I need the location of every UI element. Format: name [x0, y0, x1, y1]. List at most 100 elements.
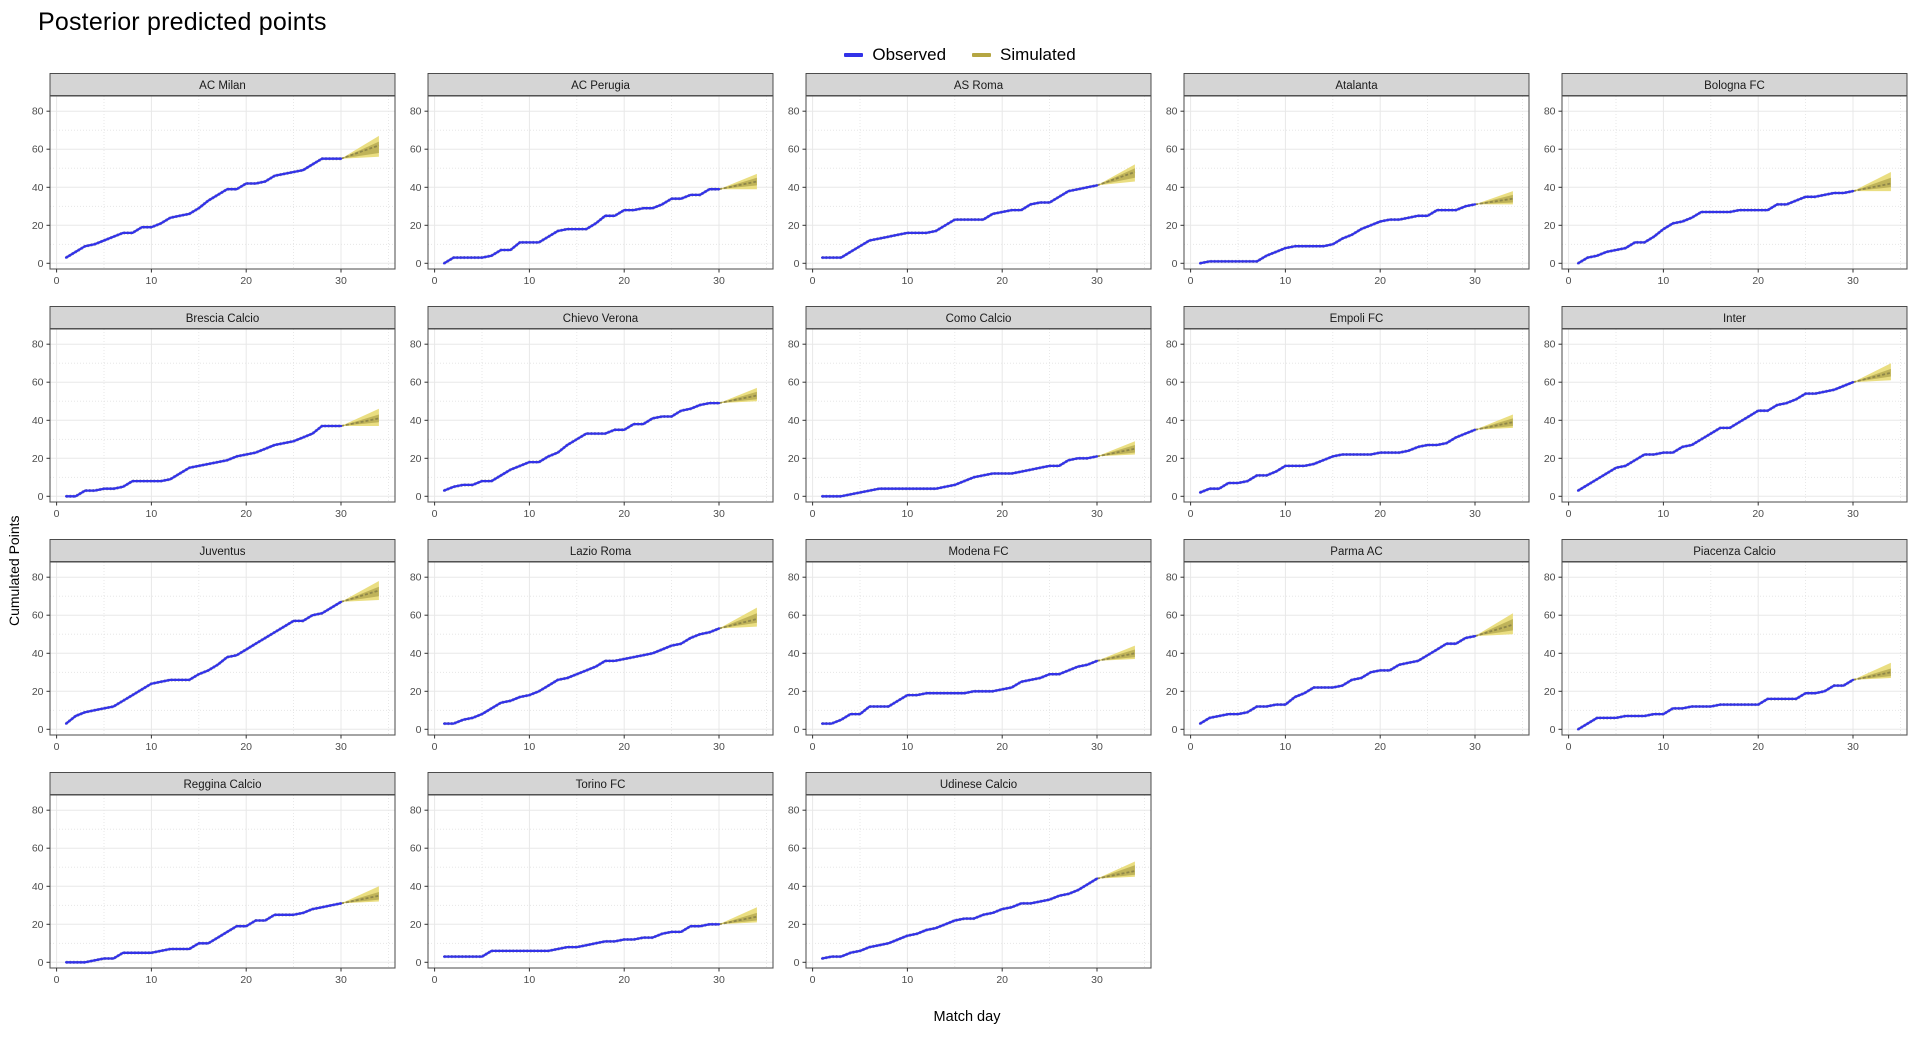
y-tick-label: 20: [32, 919, 44, 931]
simulated-median-line: [1474, 421, 1514, 431]
x-tick-label: 20: [996, 741, 1008, 753]
facet-torino-fc: Torino FC 0 20 40 60 80 0 10 20 30: [400, 772, 778, 1005]
panel-background: [1184, 562, 1529, 735]
legend: Observed Simulated: [0, 39, 1920, 71]
y-tick-label: 60: [1166, 377, 1178, 389]
panel-background: [1184, 96, 1529, 269]
y-tick-label: 20: [788, 686, 800, 698]
y-tick-label: 80: [1544, 106, 1556, 118]
x-tick-label: 10: [902, 275, 914, 287]
y-tick-label: 80: [788, 805, 800, 817]
observed-line: [1198, 428, 1477, 494]
facet-strip-label: Modena FC: [948, 546, 1008, 558]
x-tick-label: 20: [996, 275, 1008, 287]
panel-background: [50, 795, 395, 968]
x-tick-label: 20: [1752, 275, 1764, 287]
facet-plot: AC Perugia 0 20 40 60 80 0 10 20 30: [410, 73, 774, 287]
y-tick-label: 60: [788, 610, 800, 622]
x-tick-label: 0: [810, 508, 816, 520]
facet-ac-milan: AC Milan 0 20 40 60 80 0 10 20 30: [22, 73, 400, 306]
y-tick-label: 40: [410, 415, 422, 427]
x-tick-label: 0: [810, 741, 816, 753]
x-tick-label: 10: [524, 275, 536, 287]
x-tick-label: 10: [1280, 508, 1292, 520]
panel-background: [428, 96, 773, 269]
x-tick-label: 0: [1188, 508, 1194, 520]
observed-line: [442, 401, 721, 492]
y-tick-label: 60: [410, 144, 422, 156]
simulated-line-swatch-icon: [972, 53, 992, 57]
facet-strip-label: Torino FC: [576, 779, 626, 791]
facet-modena-fc: Modena FC 0 20 40 60 80 0 10 20 30: [778, 539, 1156, 772]
x-tick-label: 30: [1469, 275, 1481, 287]
y-tick-label: 40: [788, 182, 800, 194]
y-tick-label: 60: [410, 610, 422, 622]
panel-border: [1561, 561, 1908, 736]
observed-line: [442, 188, 721, 265]
legend-item-observed: Observed: [844, 45, 946, 65]
simulated-median-line: [1852, 671, 1892, 681]
facet-plot: Brescia Calcio 0 20 40 60 80 0 10 20 30: [32, 306, 396, 520]
panel-background: [428, 562, 773, 735]
panel-background: [806, 96, 1151, 269]
y-tick-label: 40: [32, 881, 44, 893]
y-tick-label: 20: [788, 220, 800, 232]
y-tick-label: 60: [32, 843, 44, 855]
y-tick-label: 0: [38, 724, 44, 736]
y-tick-label: 0: [1172, 491, 1178, 503]
simulated-inner-band: [1097, 445, 1135, 457]
facet-plot: Como Calcio 0 20 40 60 80 0 10 20 30: [788, 306, 1152, 520]
y-tick-label: 20: [1544, 453, 1556, 465]
x-tick-label: 30: [335, 741, 347, 753]
legend-item-simulated: Simulated: [972, 45, 1076, 65]
facet-strip-label: Como Calcio: [946, 313, 1012, 325]
y-tick-label: 20: [410, 919, 422, 931]
simulated-median-line: [340, 144, 380, 160]
simulated-median-line: [1852, 182, 1892, 192]
x-tick-label: 30: [1847, 741, 1859, 753]
y-tick-label: 0: [416, 491, 422, 503]
facet-bologna-fc: Bologna FC 0 20 40 60 80 0 10 20 30: [1534, 73, 1912, 306]
panel-border: [49, 95, 396, 270]
panel-border: [805, 794, 1152, 969]
y-tick-label: 0: [1172, 724, 1178, 736]
y-tick-label: 60: [32, 144, 44, 156]
facet-strip-label: AC Perugia: [571, 80, 630, 92]
simulated-median-line: [1096, 447, 1136, 458]
y-tick-label: 40: [410, 182, 422, 194]
simulated-median-line: [340, 589, 380, 603]
facet-como-calcio: Como Calcio 0 20 40 60 80 0 10 20 30: [778, 306, 1156, 539]
y-tick-label: 80: [32, 805, 44, 817]
x-tick-label: 10: [524, 508, 536, 520]
x-tick-label: 0: [432, 741, 438, 753]
facet-lazio-roma: Lazio Roma 0 20 40 60 80 0 10 20 30: [400, 539, 778, 772]
x-tick-label: 0: [810, 974, 816, 986]
facet-plot: Reggina Calcio 0 20 40 60 80 0 10 20 30: [32, 772, 396, 986]
panel-border: [1183, 95, 1530, 270]
y-tick-label: 0: [794, 724, 800, 736]
observed-line: [64, 424, 343, 498]
x-tick-label: 20: [1374, 741, 1386, 753]
x-tick-label: 20: [240, 275, 252, 287]
facet-plot: Piacenza Calcio 0 20 40 60 80 0 10 20 30: [1544, 539, 1908, 753]
panel-background: [1562, 562, 1907, 735]
observed-line: [1576, 678, 1855, 731]
facet-reggina-calcio: Reggina Calcio 0 20 40 60 80 0 10 20 30: [22, 772, 400, 1005]
y-tick-label: 0: [38, 957, 44, 969]
y-tick-label: 40: [32, 182, 44, 194]
facet-plot: AS Roma 0 20 40 60 80 0 10 20 30: [788, 73, 1152, 287]
facet-strip-label: Chievo Verona: [563, 313, 639, 325]
panel-border: [805, 328, 1152, 503]
x-tick-label: 30: [1091, 741, 1103, 753]
x-tick-label: 30: [1091, 508, 1103, 520]
facet-udinese-calcio: Udinese Calcio 0 20 40 60 80 0 10 20 30: [778, 772, 1156, 1005]
facet-empoli-fc: Empoli FC 0 20 40 60 80 0 10 20 30: [1156, 306, 1534, 539]
panel-border: [1561, 95, 1908, 270]
y-axis-title: Cumulated Points: [6, 515, 22, 626]
x-tick-label: 20: [1374, 508, 1386, 520]
x-tick-label: 10: [902, 741, 914, 753]
simulated-median-line: [1096, 652, 1136, 662]
x-tick-label: 10: [146, 508, 158, 520]
panel-background: [806, 329, 1151, 502]
y-tick-label: 80: [410, 572, 422, 584]
